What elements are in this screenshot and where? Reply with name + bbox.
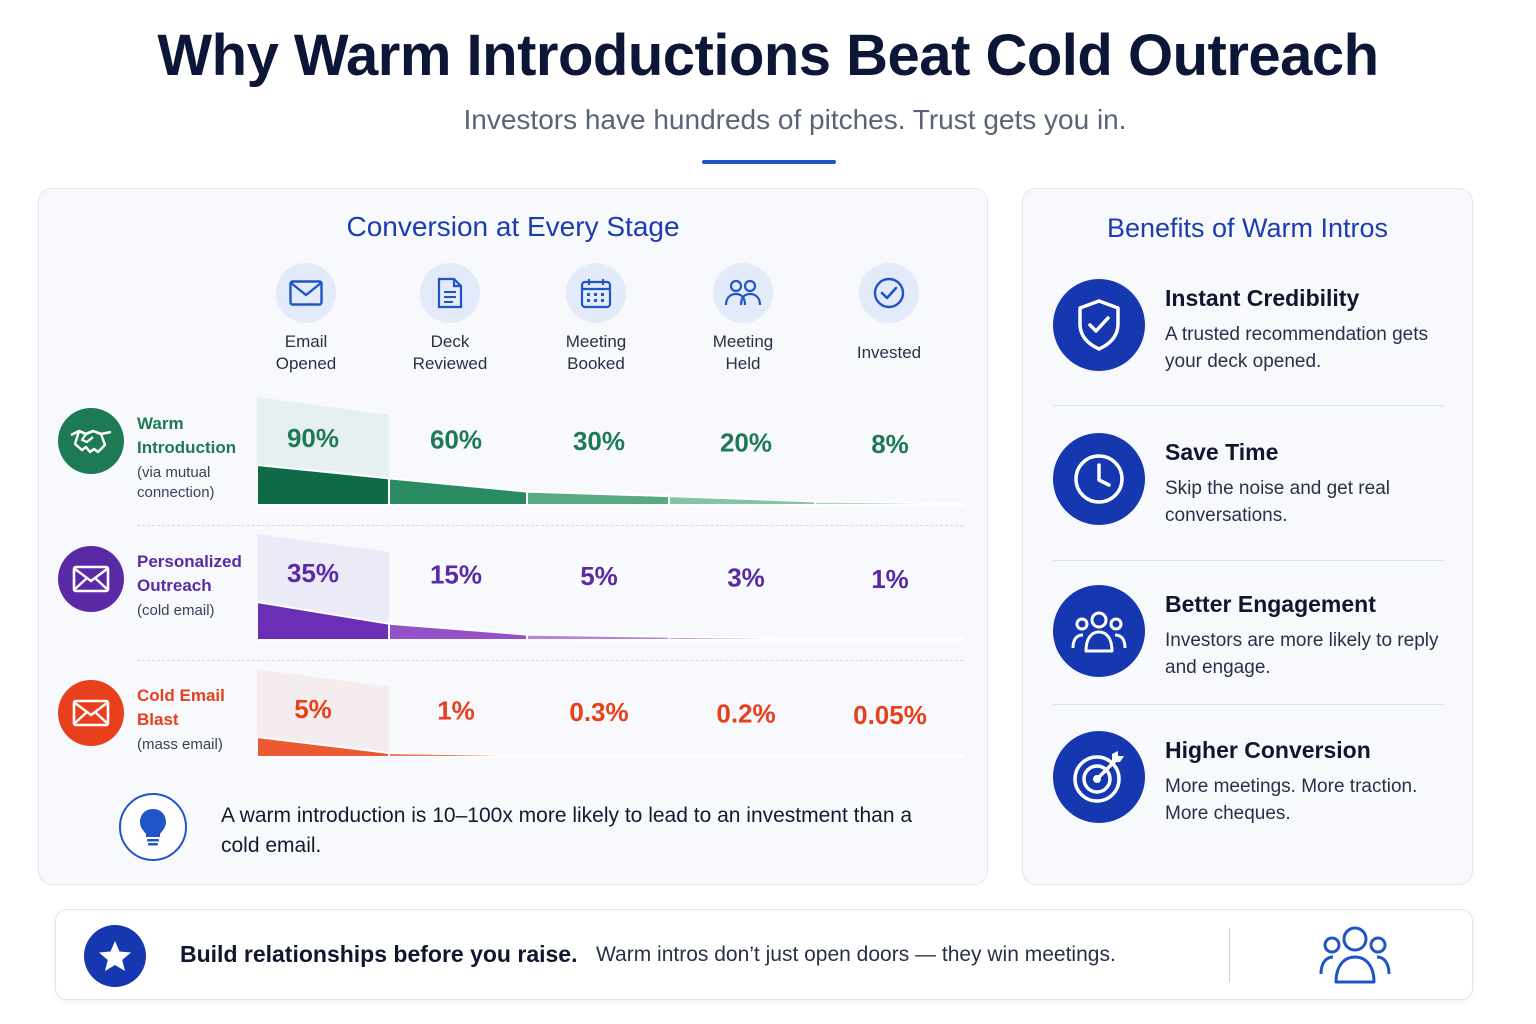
channel-note-warm: (via mutual connection) <box>137 464 215 501</box>
row-divider <box>137 660 963 661</box>
people-icon <box>1318 924 1392 986</box>
data-label: 35% <box>287 558 339 588</box>
stage-label: Meeting Held <box>712 332 774 373</box>
clock-icon <box>1053 433 1145 525</box>
funnel-segment <box>388 751 528 758</box>
funnel-segment <box>668 635 816 641</box>
benefits-card: Benefits of Warm Intros Instant Credibil… <box>1022 188 1473 885</box>
group-icon <box>1053 585 1145 677</box>
funnel-segment <box>526 633 670 641</box>
channel-name-personalized: Personalized Outreach <box>137 552 242 595</box>
data-label: 1% <box>871 564 909 594</box>
lightbulb-icon <box>119 793 187 861</box>
page-title: Why Warm Introductions Beat Cold Outreac… <box>157 23 1379 88</box>
data-label: 5% <box>294 694 332 724</box>
divider <box>1229 928 1230 982</box>
benefits-title: Benefits of Warm Intros <box>1106 213 1389 243</box>
funnel-segment <box>668 754 816 758</box>
data-label: 0.05% <box>853 700 927 730</box>
funnel-segment <box>526 490 670 506</box>
stage-label: Email Opened <box>275 332 337 373</box>
channel-note-cold: (mass email) <box>137 736 223 753</box>
funnel-segment <box>526 754 670 758</box>
page-subtitle: Investors have hundreds of pitches. Trus… <box>463 104 1127 135</box>
stage-deck-reviewed: Deck Reviewed <box>385 263 515 375</box>
chart-title: Conversion at Every Stage <box>346 211 680 242</box>
data-label: 90% <box>287 423 339 453</box>
data-label: 0.2% <box>716 699 775 729</box>
handshake-icon <box>58 408 124 474</box>
data-label: 0.3% <box>569 697 628 727</box>
title-underline <box>702 160 836 164</box>
data-label: 1% <box>437 696 475 726</box>
data-label: 3% <box>727 563 765 593</box>
channel-name-cold: Cold Email Blast <box>137 686 225 729</box>
channel-name-warm: Warm Introduction <box>137 414 237 457</box>
stage-highlight <box>257 669 389 757</box>
target-icon <box>1053 731 1145 823</box>
conversion-card: Conversion at Every Stage Email Opened De… <box>38 188 988 885</box>
stage-meeting-booked: Meeting Booked <box>531 263 661 375</box>
funnel-segment <box>814 500 964 506</box>
benefit-desc: A trusted recommendation gets your deck … <box>1165 324 1428 372</box>
benefit-title: Instant Credibility <box>1165 285 1360 311</box>
stage-invested: Invested <box>824 263 954 375</box>
benefit-title: Save Time <box>1165 439 1279 465</box>
benefit-desc: Investors are more likely to reply and e… <box>1165 630 1439 678</box>
star-icon <box>84 925 146 987</box>
row-divider <box>137 525 963 526</box>
divider <box>1053 704 1445 705</box>
benefit-desc: More meetings. More traction. More chequ… <box>1165 776 1418 824</box>
stage-label: Invested <box>856 343 922 362</box>
funnel-chart: 90% 60% 30% 20% 8% 35% 15% 5% 3% 1% 5% 1% 0.3% 0.2% 0.… <box>256 397 964 758</box>
data-label: 15% <box>430 560 482 590</box>
funnel-segment <box>388 477 528 506</box>
bottom-banner: Build relationships before you raise. Wa… <box>55 909 1473 1000</box>
people-icon <box>713 263 773 323</box>
banner-text: Warm intros don’t just open doors — they… <box>596 943 1116 966</box>
funnel-segment <box>388 622 528 641</box>
data-label: 60% <box>430 425 482 455</box>
benefit-title: Higher Conversion <box>1165 737 1371 763</box>
divider <box>1053 560 1445 561</box>
funnel-segment <box>668 495 816 506</box>
envelope-icon <box>58 546 124 612</box>
stage-label: Meeting Booked <box>565 332 627 373</box>
benefit-desc: Skip the noise and get real conversation… <box>1165 478 1390 526</box>
funnel-segment <box>814 754 964 758</box>
check-circle-icon <box>859 263 919 323</box>
document-icon <box>420 263 480 323</box>
envelope-icon <box>276 263 336 323</box>
data-label: 20% <box>720 428 772 458</box>
shield-check-icon <box>1053 279 1145 371</box>
channel-note-personalized: (cold email) <box>137 602 215 619</box>
insight-text: A warm introduction is 10–100x more like… <box>221 804 913 857</box>
divider <box>1053 405 1445 406</box>
stage-meeting-held: Meeting Held <box>678 263 808 375</box>
calendar-icon <box>566 263 626 323</box>
data-label: 30% <box>573 426 625 456</box>
banner-headline: Build relationships before you raise. <box>180 941 578 967</box>
data-label: 8% <box>871 429 909 459</box>
envelope-icon <box>58 680 124 746</box>
benefit-title: Better Engagement <box>1165 591 1376 617</box>
stage-email-opened: Email Opened <box>241 263 371 375</box>
data-label: 5% <box>580 561 618 591</box>
stage-label: Deck Reviewed <box>412 332 488 373</box>
funnel-segment <box>814 637 964 641</box>
